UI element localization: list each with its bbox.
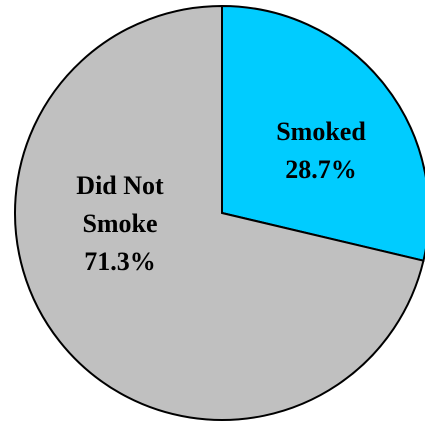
slice-value-text: 71.3% — [84, 247, 156, 276]
slice-label-did-not-smoke: Did Not Smoke 71.3% — [76, 171, 164, 276]
slice-name-line: Smoked — [276, 117, 366, 146]
slice-name-line: Did Not — [76, 171, 164, 200]
slice-name-line: Smoke — [82, 209, 157, 238]
slice-value-text: 28.7% — [285, 155, 357, 184]
pie-slice-did-not-smoke — [14, 4, 425, 421]
pie-labels: Smoked 28.7% Did Not Smoke 71.3% — [76, 117, 366, 276]
slice-label-smoked: Smoked 28.7% — [276, 117, 366, 184]
pie-slices — [14, 4, 425, 421]
pie-slice-smoked — [221, 4, 425, 262]
